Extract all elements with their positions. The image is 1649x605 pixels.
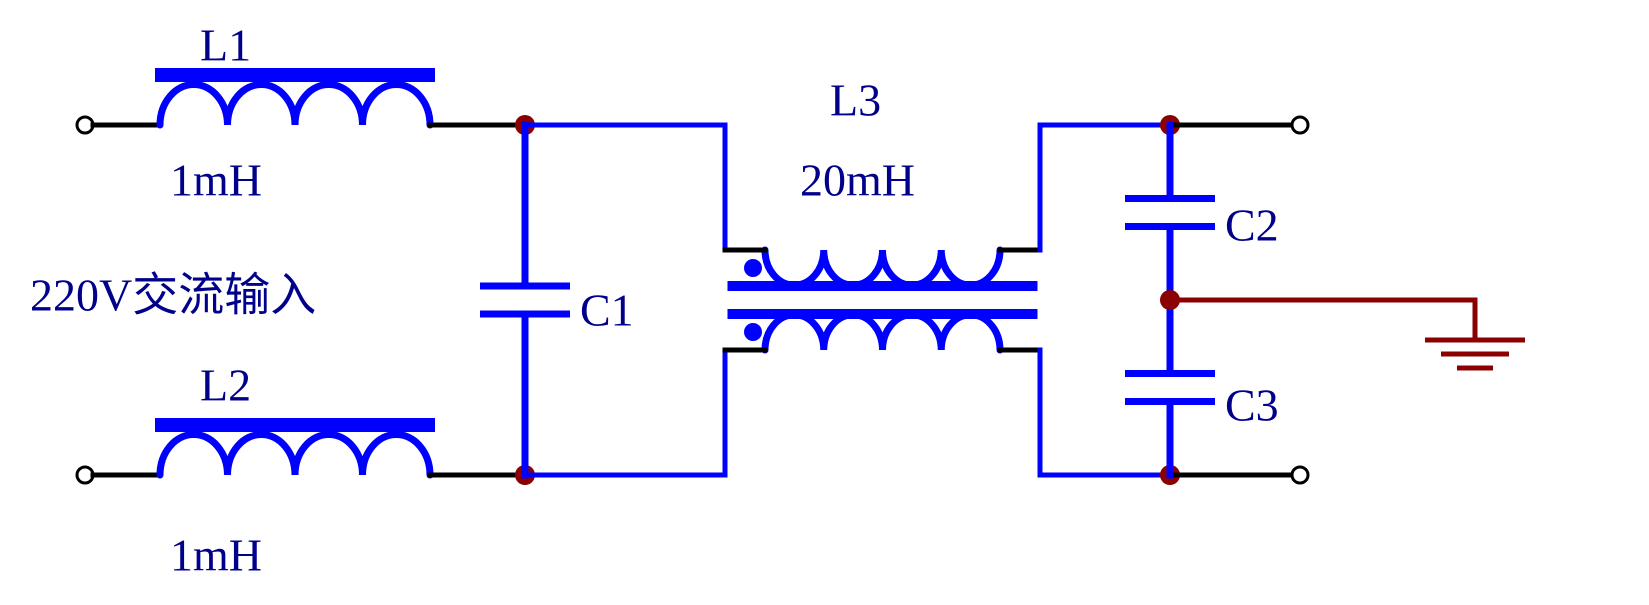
label-c2: C2: [1225, 200, 1279, 251]
label-l2-value: 1mH: [170, 530, 262, 581]
label-l2: L2: [200, 360, 251, 411]
label-c3: C3: [1225, 380, 1279, 431]
emi-filter-schematic: L1 1mH L2 1mH L3 20mH C1 C2 C3 220V交流输入: [0, 0, 1649, 605]
label-c1: C1: [580, 285, 634, 336]
label-l3: L3: [830, 75, 881, 126]
label-l1-value: 1mH: [170, 155, 262, 206]
label-l3-value: 20mH: [800, 155, 915, 206]
label-input: 220V交流输入: [30, 270, 316, 321]
label-l1: L1: [200, 20, 251, 71]
